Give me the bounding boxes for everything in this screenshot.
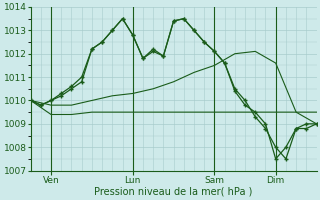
X-axis label: Pression niveau de la mer( hPa ): Pression niveau de la mer( hPa ): [94, 187, 253, 197]
